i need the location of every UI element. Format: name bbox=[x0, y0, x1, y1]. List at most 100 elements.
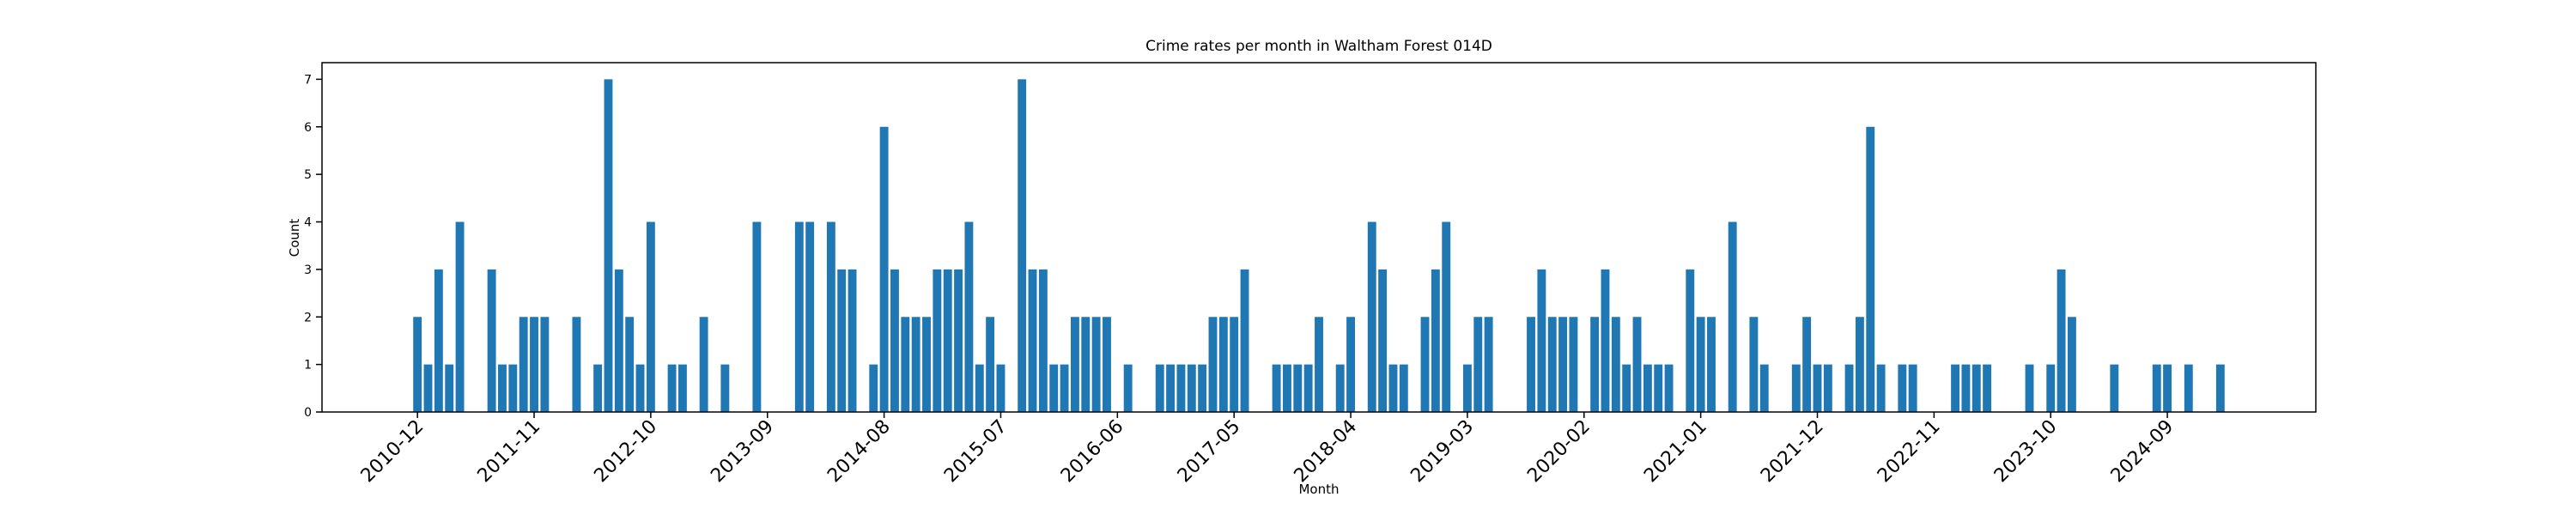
bar bbox=[508, 364, 518, 412]
x-axis-label: Month bbox=[1298, 482, 1339, 497]
bar bbox=[1081, 317, 1091, 412]
bar bbox=[848, 269, 857, 412]
bar bbox=[911, 317, 920, 412]
bar bbox=[2163, 364, 2172, 412]
bar bbox=[1866, 126, 1875, 412]
bar bbox=[1823, 364, 1832, 412]
bar bbox=[1346, 317, 1355, 412]
bar bbox=[498, 364, 507, 412]
y-tick-label: 4 bbox=[304, 216, 312, 230]
bar bbox=[964, 221, 974, 412]
bar bbox=[434, 269, 443, 412]
x-tick-label: 2016-06 bbox=[1057, 416, 1128, 488]
bar bbox=[1791, 364, 1801, 412]
bar bbox=[996, 364, 1005, 412]
bar bbox=[572, 317, 581, 412]
bar bbox=[1388, 364, 1398, 412]
bar bbox=[1240, 269, 1249, 412]
bar bbox=[1654, 364, 1663, 412]
bar bbox=[1038, 269, 1048, 412]
bar bbox=[2110, 364, 2119, 412]
bar bbox=[1091, 317, 1101, 412]
bar bbox=[794, 221, 804, 412]
bar bbox=[1070, 317, 1079, 412]
y-tick-label: 5 bbox=[304, 168, 312, 182]
y-tick-label: 0 bbox=[304, 406, 312, 420]
bar bbox=[2215, 364, 2225, 412]
bar bbox=[1632, 317, 1642, 412]
bar bbox=[1547, 317, 1557, 412]
bar bbox=[1187, 364, 1196, 412]
bar bbox=[593, 364, 603, 412]
x-tick-label: 2018-04 bbox=[1291, 416, 1362, 488]
bar bbox=[1643, 364, 1652, 412]
bar bbox=[604, 79, 613, 412]
bar bbox=[1060, 364, 1069, 412]
bar bbox=[1198, 364, 1207, 412]
bar bbox=[1728, 221, 1737, 412]
bar bbox=[1844, 364, 1854, 412]
bar bbox=[1908, 364, 1917, 412]
bar bbox=[1293, 364, 1303, 412]
bar bbox=[1802, 317, 1812, 412]
bar bbox=[1876, 364, 1886, 412]
bar bbox=[1018, 79, 1027, 412]
bar bbox=[720, 364, 730, 412]
bar bbox=[2025, 364, 2034, 412]
bar bbox=[1686, 269, 1695, 412]
bar bbox=[1484, 317, 1493, 412]
bar bbox=[1951, 364, 1960, 412]
bar bbox=[1664, 364, 1674, 412]
bar bbox=[1855, 317, 1864, 412]
x-tick-label: 2017-05 bbox=[1174, 416, 1245, 488]
bar bbox=[614, 269, 623, 412]
bar bbox=[1759, 364, 1769, 412]
y-tick-label: 1 bbox=[304, 359, 312, 373]
y-tick-label: 6 bbox=[304, 121, 312, 135]
y-tick-label: 2 bbox=[304, 311, 312, 324]
x-tick-label: 2014-08 bbox=[823, 416, 895, 488]
bar bbox=[413, 317, 422, 412]
bar bbox=[445, 364, 454, 412]
bar bbox=[1611, 317, 1620, 412]
bar bbox=[1399, 364, 1408, 412]
bar bbox=[635, 364, 645, 412]
bar bbox=[1601, 269, 1610, 412]
bar bbox=[1707, 317, 1716, 412]
x-tick-label: 2021-12 bbox=[1757, 416, 1828, 488]
bar bbox=[1971, 364, 1981, 412]
bar bbox=[901, 317, 910, 412]
plot-frame bbox=[321, 62, 2317, 413]
x-tick-label: 2011-11 bbox=[474, 416, 545, 488]
bar bbox=[1208, 317, 1218, 412]
bar bbox=[1527, 317, 1535, 412]
bar bbox=[752, 221, 762, 412]
bar bbox=[1166, 364, 1176, 412]
bar bbox=[1622, 364, 1631, 412]
bar bbox=[1378, 269, 1388, 412]
bar bbox=[1558, 317, 1568, 412]
chart-title: Crime rates per month in Waltham Forest … bbox=[1145, 38, 1492, 55]
bar bbox=[1431, 269, 1440, 412]
bar bbox=[869, 364, 878, 412]
bar bbox=[1176, 364, 1186, 412]
bar bbox=[1590, 317, 1600, 412]
bar bbox=[1272, 364, 1281, 412]
bar bbox=[625, 317, 635, 412]
bar bbox=[1569, 317, 1578, 412]
bar bbox=[1442, 221, 1451, 412]
x-tick-label: 2022-11 bbox=[1874, 416, 1945, 488]
bar bbox=[1218, 317, 1228, 412]
x-tick-label: 2013-09 bbox=[707, 416, 778, 488]
bar bbox=[1303, 364, 1313, 412]
bar bbox=[1420, 317, 1430, 412]
bar bbox=[805, 221, 815, 412]
bar bbox=[1473, 317, 1483, 412]
bar bbox=[1155, 364, 1164, 412]
bar bbox=[1898, 364, 1907, 412]
bar bbox=[487, 269, 496, 412]
bar bbox=[530, 317, 538, 412]
bar bbox=[677, 364, 687, 412]
bar bbox=[1367, 221, 1376, 412]
